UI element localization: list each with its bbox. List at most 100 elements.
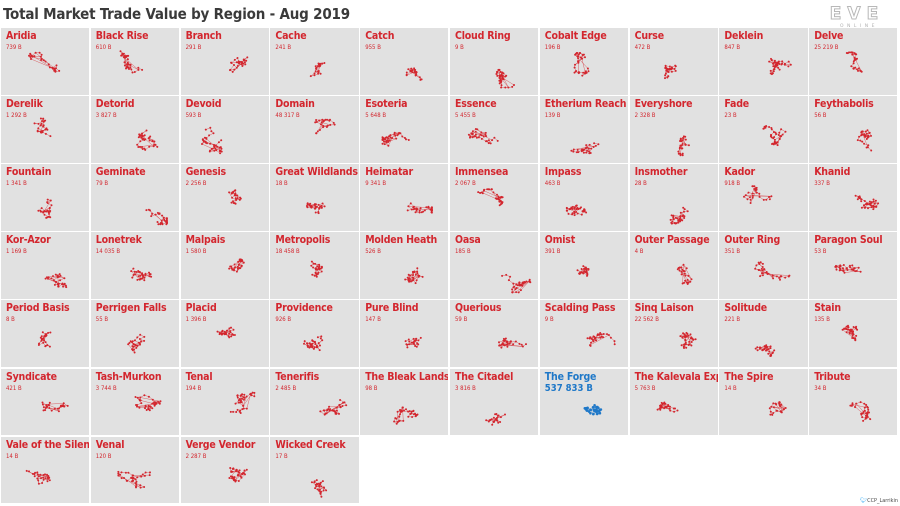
system-dot (414, 211, 417, 214)
system-dot (137, 68, 140, 71)
system-dot (752, 195, 755, 198)
system-dot (48, 207, 51, 210)
system-dot (242, 58, 245, 61)
system-dot (309, 346, 312, 349)
system-dot (240, 63, 243, 66)
region-value: 194 B (185, 384, 202, 392)
system-dot (230, 62, 233, 64)
region-tile-aridia: Aridia 739 B (1, 28, 90, 95)
system-dot (577, 61, 580, 64)
system-dot (670, 70, 673, 73)
system-dot (783, 407, 786, 410)
system-dot (227, 335, 230, 338)
system-dot (778, 277, 781, 280)
region-tile-heimatar: Heimatar 9 341 B (360, 164, 449, 231)
system-dot (682, 343, 685, 346)
system-dot (320, 490, 323, 493)
system-dot (842, 264, 845, 267)
system-dot (411, 415, 414, 418)
system-dot (412, 409, 415, 412)
system-dot (677, 218, 680, 221)
system-dot (854, 66, 857, 69)
system-dot (412, 206, 415, 209)
system-dot (319, 72, 322, 75)
system-dot (573, 206, 576, 209)
system-dot (230, 267, 233, 270)
system-dot (42, 117, 45, 120)
system-dot (236, 473, 239, 476)
system-dot (228, 330, 231, 333)
system-dot (238, 260, 241, 263)
system-dot (41, 120, 44, 123)
system-dot (496, 193, 498, 196)
system-dot (415, 346, 418, 349)
region-map (849, 400, 872, 422)
system-dot (150, 213, 153, 216)
system-dot (485, 418, 488, 421)
system-dot (489, 142, 492, 145)
region-map (467, 128, 499, 145)
system-dot (678, 147, 681, 150)
system-dot (134, 484, 137, 487)
region-map (404, 267, 424, 285)
region-tile-the-citadel: The Citadel 3 816 B (450, 368, 539, 436)
region-tile-pure-blind: Pure Blind 147 B (360, 300, 449, 367)
system-dot (419, 78, 422, 81)
system-dot (875, 199, 878, 202)
system-dot (316, 121, 319, 124)
region-name: Derelik (6, 98, 43, 111)
system-dot (311, 344, 314, 347)
system-dot (135, 483, 138, 486)
region-name: Outer Passage (634, 234, 710, 247)
system-dot (676, 150, 679, 153)
system-dot (592, 335, 595, 338)
system-dot (681, 143, 684, 146)
system-dot (664, 64, 667, 67)
system-dot (775, 409, 778, 412)
system-dot (325, 488, 328, 491)
system-dot (518, 343, 521, 346)
eve-online-logo: EVE ONLINE (829, 4, 878, 30)
system-dot (315, 274, 318, 277)
system-dot (869, 200, 872, 203)
system-dot (315, 70, 318, 73)
region-value: 1 396 B (185, 316, 207, 324)
system-dot (321, 205, 324, 208)
system-dot (842, 267, 845, 270)
system-dot (126, 58, 129, 61)
system-dot (773, 61, 776, 64)
system-dot (312, 340, 315, 343)
region-tile-solitude: Solitude 221 B (719, 300, 808, 367)
region-tile-the-forge: The Forge 537 833 B (539, 368, 629, 436)
system-dot (778, 60, 781, 63)
system-dot (593, 403, 596, 407)
region-name: Tenal (185, 370, 213, 383)
system-dot (851, 335, 854, 338)
system-dot (136, 344, 139, 347)
system-dot (686, 334, 689, 337)
region-tile-outer-ring: Outer Ring 351 B (719, 232, 808, 299)
system-dot (425, 206, 428, 209)
system-dot (54, 273, 57, 276)
system-dot (230, 201, 233, 204)
region-map (406, 202, 434, 214)
system-dot (321, 339, 324, 342)
system-dot (872, 206, 875, 209)
system-dot (153, 140, 156, 143)
region-name: Esoteria (365, 98, 408, 111)
system-dot (313, 479, 316, 482)
system-dot (855, 402, 858, 405)
region-value: 53 B (814, 248, 827, 256)
system-dot (47, 276, 50, 279)
system-dot (234, 199, 237, 202)
system-dot (684, 347, 687, 350)
system-dot (237, 479, 240, 482)
system-dot (681, 337, 684, 340)
system-dot (868, 131, 871, 134)
system-dot (865, 132, 868, 135)
system-dot (126, 343, 129, 346)
system-dot (854, 337, 857, 340)
system-dot (236, 470, 239, 473)
system-dot (679, 138, 682, 141)
system-dot (66, 404, 69, 407)
